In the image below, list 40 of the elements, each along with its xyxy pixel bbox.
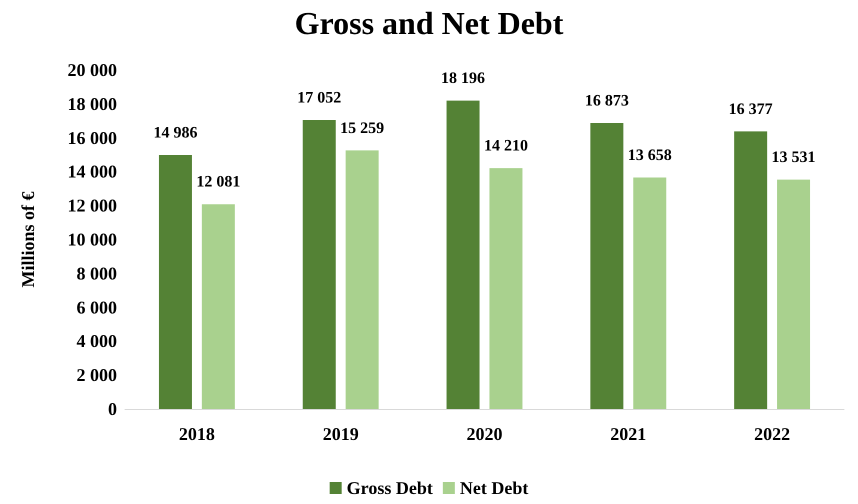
data-label: 16 873 <box>584 92 629 110</box>
bar <box>590 123 624 409</box>
x-tick-label: 2022 <box>754 424 790 444</box>
x-tick-label: 2020 <box>466 424 502 444</box>
data-label: 15 259 <box>340 120 384 137</box>
y-tick-label: 14 000 <box>68 162 117 182</box>
bar <box>446 100 480 409</box>
x-tick-label: 2018 <box>178 424 215 444</box>
bar <box>346 150 379 409</box>
bar <box>302 120 336 409</box>
data-label: 13 531 <box>772 149 816 166</box>
data-label: 17 052 <box>297 89 342 106</box>
bar <box>633 177 666 409</box>
data-label: 14 986 <box>153 124 198 142</box>
y-tick-label: 6 000 <box>76 297 117 318</box>
legend-label: Net Debt <box>460 478 528 498</box>
data-label: 14 210 <box>484 138 528 155</box>
data-label: 12 081 <box>196 174 240 191</box>
bar <box>777 180 810 409</box>
y-tick-label: 0 <box>108 399 117 419</box>
y-tick-label: 2 000 <box>76 365 117 386</box>
bar <box>202 204 235 409</box>
y-tick-label: 18 000 <box>68 94 117 114</box>
y-axis-title: Millions of € <box>18 191 38 288</box>
chart-title: Gross and Net Debt <box>294 5 564 41</box>
x-tick-label: 2021 <box>610 424 646 444</box>
y-tick-label: 10 000 <box>68 230 117 250</box>
legend-label: Gross Debt <box>346 478 433 498</box>
y-tick-label: 12 000 <box>68 196 117 216</box>
bar <box>734 131 768 409</box>
bar <box>158 154 192 409</box>
data-label: 16 377 <box>728 100 773 118</box>
x-tick-label: 2019 <box>322 424 359 444</box>
y-tick-label: 4 000 <box>76 331 117 352</box>
data-label: 18 196 <box>441 70 486 88</box>
bar <box>489 168 522 409</box>
y-tick-label: 8 000 <box>76 263 117 284</box>
y-tick-label: 16 000 <box>68 128 117 148</box>
y-tick-label: 20 000 <box>68 60 117 80</box>
data-label: 13 658 <box>628 146 672 164</box>
